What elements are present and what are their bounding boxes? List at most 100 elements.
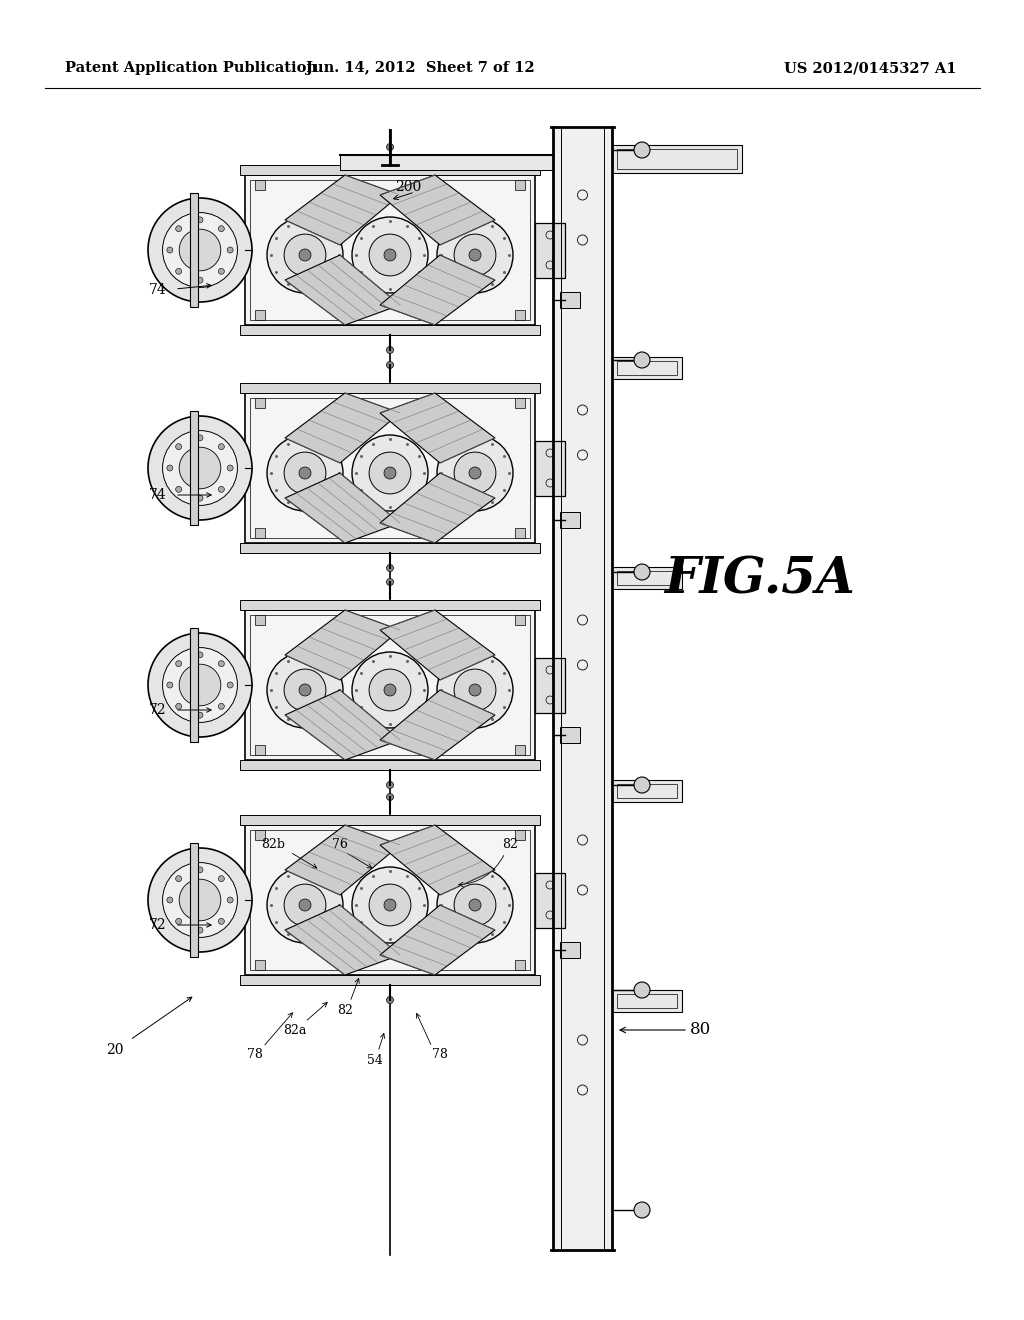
Bar [617,360,677,375]
Circle shape [167,682,173,688]
Text: FIG.5A: FIG.5A [665,556,855,605]
Circle shape [197,495,203,502]
Text: 80: 80 [690,1022,712,1039]
Circle shape [218,919,224,924]
Text: 72: 72 [150,704,167,717]
Bar [240,325,540,335]
Circle shape [469,684,481,696]
Circle shape [267,436,343,511]
Circle shape [197,927,203,933]
Circle shape [227,465,233,471]
Polygon shape [380,906,495,975]
Bar [612,145,742,173]
Bar [240,975,540,985]
Circle shape [179,664,221,706]
Bar [240,165,540,176]
Bar [255,528,265,539]
Circle shape [352,652,428,729]
Circle shape [176,661,181,667]
Circle shape [197,867,203,873]
Circle shape [163,862,238,937]
Circle shape [386,144,393,150]
Circle shape [369,669,411,711]
Circle shape [227,247,233,253]
Text: US 2012/0145327 A1: US 2012/0145327 A1 [783,61,956,75]
Circle shape [176,875,181,882]
Circle shape [437,652,513,729]
Circle shape [148,416,252,520]
Circle shape [167,465,173,471]
Bar [240,601,540,610]
Circle shape [352,436,428,511]
Bar [612,356,682,379]
Circle shape [386,781,393,788]
Bar [515,180,525,190]
Text: 78: 78 [247,1048,263,1061]
Polygon shape [285,906,400,975]
Circle shape [384,467,396,479]
Circle shape [176,226,181,232]
Polygon shape [285,393,400,463]
Circle shape [384,249,396,261]
Bar [255,615,265,624]
Circle shape [454,884,496,925]
Bar [612,780,682,803]
Polygon shape [380,825,495,895]
Text: 82a: 82a [284,1023,306,1036]
Text: 76: 76 [332,838,348,851]
Bar [617,572,677,585]
Circle shape [148,634,252,737]
Bar [190,411,198,525]
Circle shape [148,198,252,302]
Text: 20: 20 [106,1043,124,1057]
Circle shape [437,867,513,942]
Text: 200: 200 [395,180,421,194]
Circle shape [218,875,224,882]
Circle shape [437,436,513,511]
Circle shape [386,997,393,1003]
Bar [515,310,525,319]
Circle shape [284,234,326,276]
Circle shape [163,213,238,288]
Bar [250,615,530,755]
Circle shape [179,230,221,271]
Circle shape [284,451,326,494]
Circle shape [634,777,650,793]
Circle shape [179,879,221,921]
Circle shape [386,362,393,368]
Text: 82b: 82b [261,838,285,851]
Text: 78: 78 [432,1048,447,1061]
Circle shape [386,346,393,354]
Circle shape [299,467,311,479]
Circle shape [284,669,326,711]
Circle shape [197,216,203,223]
Bar [240,760,540,770]
Text: 74: 74 [150,282,167,297]
Circle shape [197,713,203,718]
Bar [255,310,265,319]
Circle shape [469,467,481,479]
Bar [245,825,535,975]
Bar [617,149,737,169]
Circle shape [352,867,428,942]
Bar [255,960,265,970]
Bar [250,830,530,970]
Bar [515,744,525,755]
Circle shape [437,216,513,293]
Circle shape [218,661,224,667]
Polygon shape [285,176,400,246]
Bar [515,528,525,539]
Circle shape [384,899,396,911]
Circle shape [163,648,238,722]
Circle shape [176,919,181,924]
Bar [560,292,580,308]
Circle shape [634,143,650,158]
Circle shape [218,226,224,232]
Bar [240,814,540,825]
Polygon shape [380,473,495,543]
Bar [340,154,553,170]
Polygon shape [285,473,400,543]
Bar [535,441,565,496]
Circle shape [386,565,393,572]
Bar [255,744,265,755]
